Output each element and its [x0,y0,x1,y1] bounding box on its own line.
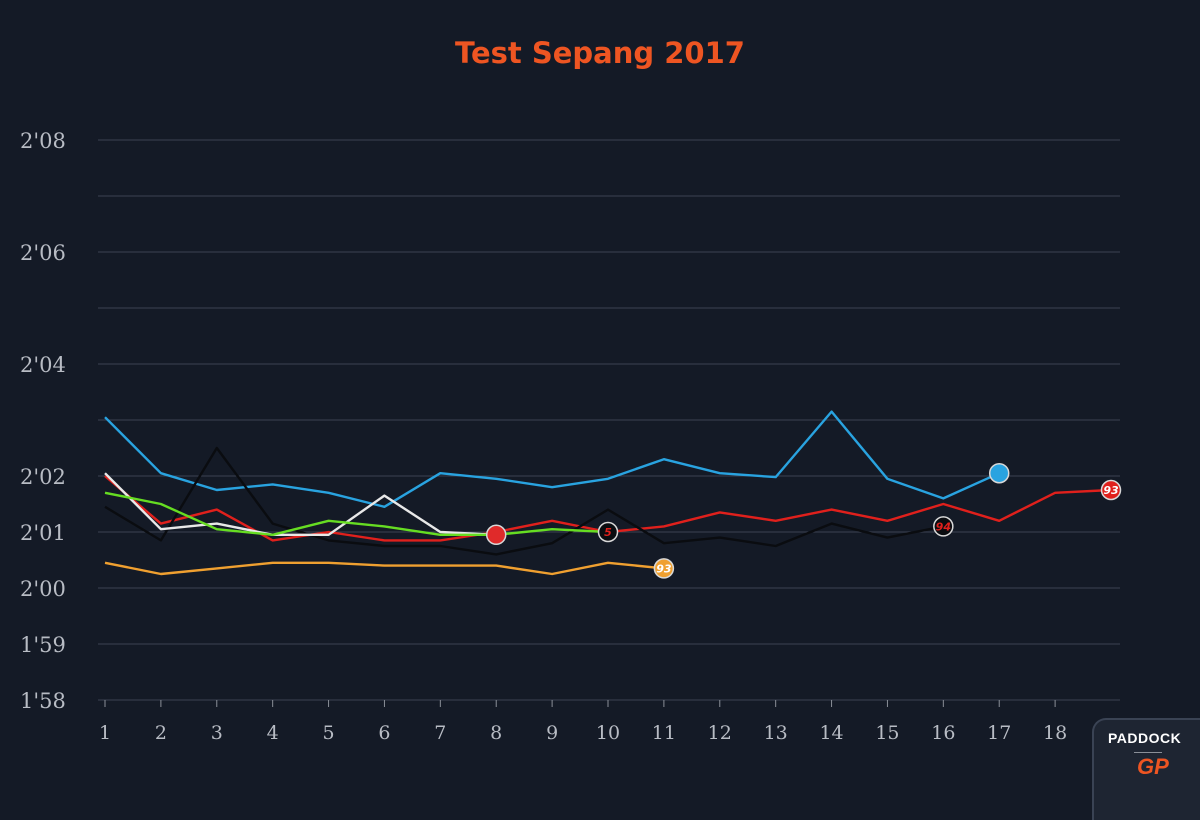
x-tick-label: 13 [764,722,788,744]
x-tick-label: 7 [434,722,446,744]
series-line-0 [104,410,1000,508]
logo-rule [1134,752,1162,753]
grid-lines [98,139,1120,701]
end-marker-1: 93 [1100,479,1122,501]
x-tick-label: 2 [155,722,167,744]
y-tick-label: 2'04 [20,353,66,377]
x-tick-label: 15 [875,722,899,744]
end-marker-5: 93 [653,558,675,579]
rider-markers: 93 94 5 93 [485,462,1122,579]
y-tick-label: 1'59 [20,633,66,657]
end-marker-label: 5 [604,526,612,539]
y-tick-label: 2'00 [20,577,66,601]
x-tick-label: 17 [987,722,1011,744]
end-marker-circle [653,558,675,579]
logo-mark: GP [1137,754,1169,779]
series-lines [104,410,1112,576]
series-line-2 [104,446,944,556]
x-tick-label: 18 [1043,722,1067,744]
end-marker-circle [1100,479,1122,501]
x-tick-label: 5 [323,722,335,744]
y-tick-label: 2'06 [20,241,66,265]
x-axis-ticks: 1 2 3 4 5 6 7 8 9 10 11 12 13 14 15 16 17 18 [99,700,1067,744]
end-marker-label: 93 [1103,484,1119,497]
x-tick-label: 14 [819,722,843,744]
y-tick-label: 1'58 [20,689,66,713]
end-marker-circle [933,516,954,537]
x-tick-label: 16 [931,722,955,744]
end-marker-circle [485,524,507,546]
end-marker-0 [988,462,1010,484]
paddock-gp-logo: PADDOCK GP [1092,718,1200,820]
x-tick-label: 12 [708,722,732,744]
y-tick-label: 2'01 [20,521,66,545]
end-marker-label: 93 [656,562,672,575]
end-marker-2: 94 [933,516,954,537]
x-tick-label: 1 [99,722,111,744]
series-line-4 [104,491,609,536]
series-line-5 [104,561,665,576]
x-tick-label: 9 [546,722,558,744]
end-marker-3 [485,524,507,546]
x-tick-label: 8 [490,722,502,744]
y-tick-label: 2'02 [20,465,66,489]
end-marker-label: 94 [936,520,951,533]
end-marker-circle [597,521,619,543]
x-tick-label: 4 [267,722,279,744]
y-axis-ticks: 1'58 1'59 2'00 2'01 2'02 2'04 2'06 2'08 [20,129,66,713]
chart-title: Test Sepang 2017 [455,36,745,70]
logo-word: PADDOCK [1108,730,1182,746]
x-tick-label: 11 [652,722,676,744]
y-tick-label: 2'08 [20,129,66,153]
x-tick-label: 10 [596,722,620,744]
x-tick-label: 3 [211,722,223,744]
x-tick-label: 6 [378,722,390,744]
end-marker-4: 5 [597,521,619,543]
series-line-3 [104,472,497,536]
end-marker-circle [988,462,1010,484]
